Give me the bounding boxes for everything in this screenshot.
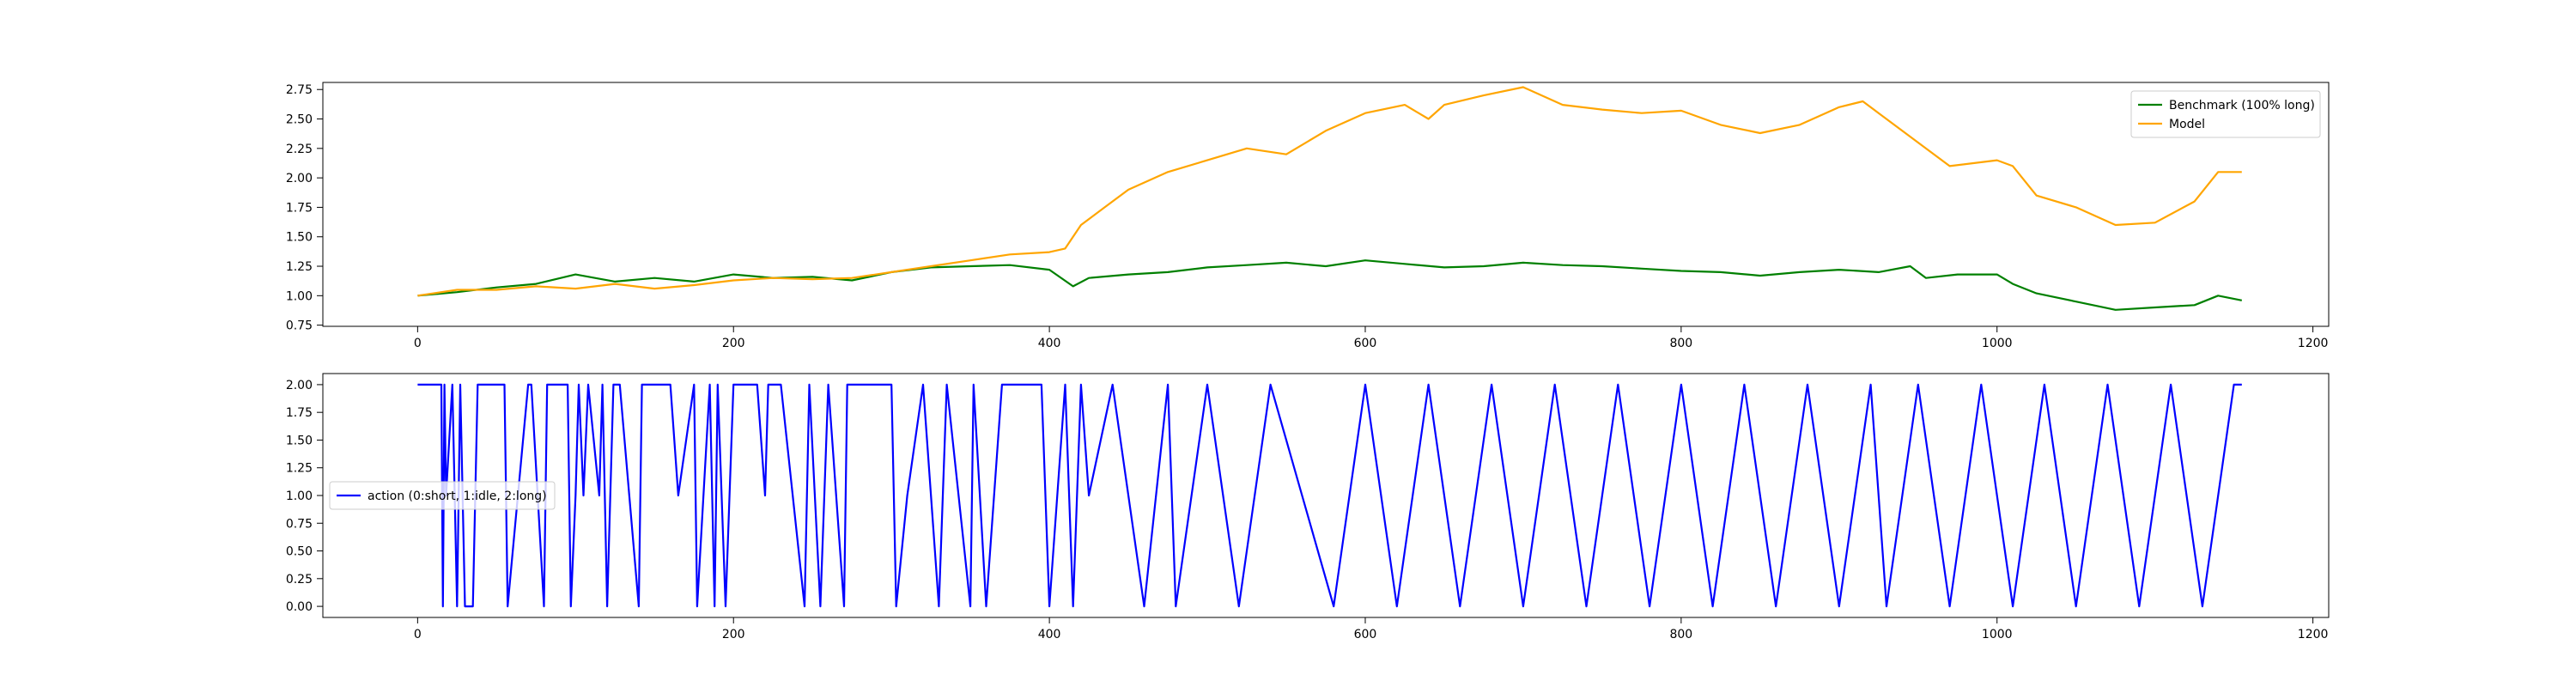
bottom-y-tick-label: 1.75 bbox=[286, 406, 313, 420]
top-x-tick-label: 400 bbox=[1038, 337, 1061, 350]
bottom-x-tick-label: 0 bbox=[414, 628, 422, 641]
top-y-tick-label: 2.00 bbox=[286, 172, 313, 185]
top-chart: 0 200 400 600 800 1000 1200 0.75 1.00 1.25 1.50 1.… bbox=[286, 82, 2330, 350]
bottom-y-tick-label: 0.50 bbox=[286, 545, 313, 559]
bottom-y-tick-label: 1.50 bbox=[286, 434, 313, 447]
top-x-tick-label: 600 bbox=[1354, 337, 1377, 350]
top-x-ticks: 0 200 400 600 800 1000 1200 bbox=[414, 326, 2329, 350]
bottom-x-tick-label: 600 bbox=[1354, 628, 1377, 641]
top-legend: Benchmark (100% long) Model bbox=[2130, 90, 2321, 138]
bottom-legend-label-0: action (0:short, 1:idle, 2:long) bbox=[368, 489, 547, 503]
top-y-ticks: 0.75 1.00 1.25 1.50 1.75 2.00 2.25 2.50 2.75 bbox=[286, 83, 323, 333]
top-x-tick-label: 1200 bbox=[2298, 337, 2329, 350]
top-y-tick-label: 1.00 bbox=[286, 289, 313, 303]
top-series-layer bbox=[417, 86, 2243, 311]
top-y-tick-label: 1.25 bbox=[286, 260, 313, 274]
bottom-legend: action (0:short, 1:idle, 2:long) bbox=[329, 481, 556, 510]
bottom-y-ticks: 0.00 0.25 0.50 0.75 1.00 1.25 1.50 1.75 2.00 bbox=[286, 379, 323, 614]
top-y-tick-label: 2.25 bbox=[286, 143, 313, 156]
top-x-tick-label: 800 bbox=[1669, 337, 1692, 350]
top-y-tick-label: 2.75 bbox=[286, 83, 313, 97]
bottom-y-tick-label: 0.00 bbox=[286, 600, 313, 614]
bottom-x-tick-label: 800 bbox=[1669, 628, 1692, 641]
bottom-y-tick-label: 1.00 bbox=[286, 489, 313, 503]
top-y-tick-label: 2.50 bbox=[286, 113, 313, 127]
bottom-y-tick-label: 1.25 bbox=[286, 462, 313, 476]
top-x-tick-label: 1000 bbox=[1982, 337, 2013, 350]
bottom-series-line-0 bbox=[417, 383, 2242, 608]
bottom-y-tick-label: 0.25 bbox=[286, 573, 313, 587]
bottom-x-tick-label: 400 bbox=[1038, 628, 1061, 641]
bottom-x-ticks: 0 200 400 600 800 1000 1200 bbox=[414, 617, 2329, 641]
bottom-y-tick-label: 0.75 bbox=[286, 517, 313, 531]
top-y-tick-label: 1.50 bbox=[286, 231, 313, 245]
top-legend-label-0: Benchmark (100% long) bbox=[2169, 99, 2315, 112]
bottom-legend-box bbox=[329, 481, 556, 510]
top-y-tick-label: 1.75 bbox=[286, 201, 313, 215]
top-series-line-0 bbox=[417, 259, 2243, 311]
top-x-tick-label: 200 bbox=[722, 337, 745, 350]
top-y-tick-label: 0.75 bbox=[286, 319, 313, 333]
bottom-y-tick-label: 2.00 bbox=[286, 379, 313, 392]
top-legend-box bbox=[2130, 90, 2321, 138]
bottom-chart: 0 200 400 600 800 1000 1200 0.00 0.25 0.50 0.75 1.… bbox=[286, 373, 2330, 641]
top-legend-label-1: Model bbox=[2169, 118, 2205, 131]
bottom-x-tick-label: 200 bbox=[722, 628, 745, 641]
top-series-line-1 bbox=[417, 86, 2242, 297]
bottom-x-tick-label: 1000 bbox=[1982, 628, 2013, 641]
bottom-x-tick-label: 1200 bbox=[2298, 628, 2329, 641]
top-axes-frame bbox=[322, 82, 2330, 327]
top-x-tick-label: 0 bbox=[414, 337, 422, 350]
bottom-series-layer bbox=[417, 383, 2242, 608]
